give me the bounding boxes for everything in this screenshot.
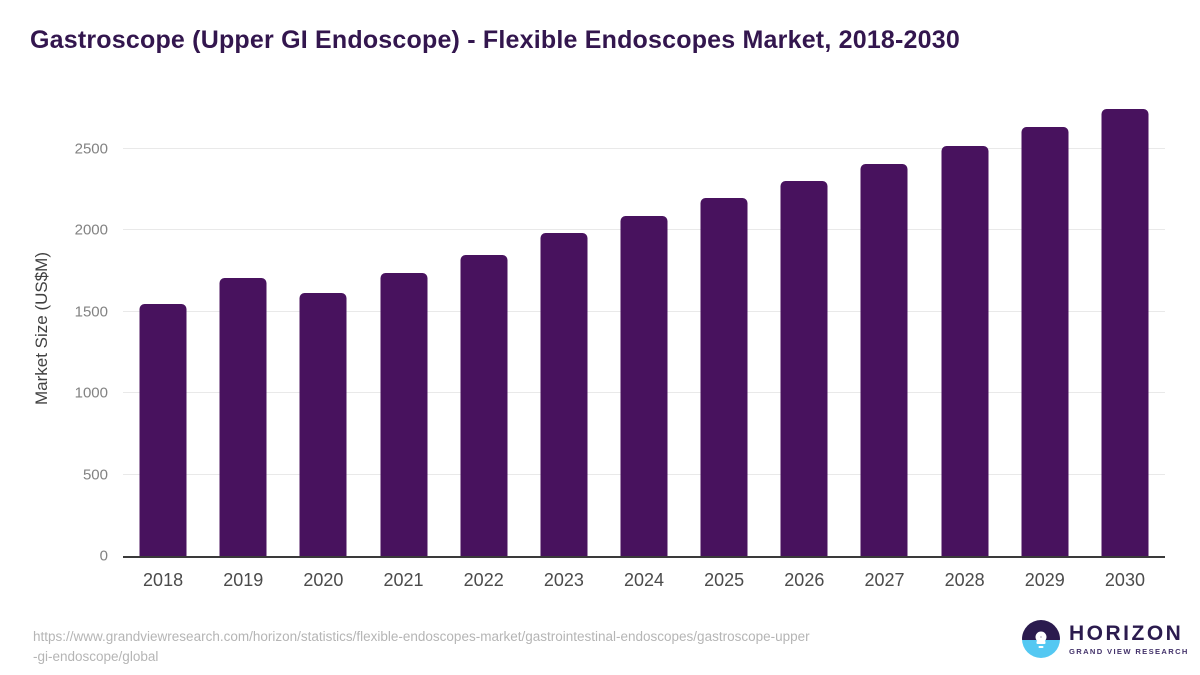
plot-area: 0 500 1000 1500 2000 2500 2018 2019 2020 2021 202…	[75, 100, 1165, 590]
x-tick-label-2023: 2023	[543, 570, 584, 590]
bar-slot-2020: 2020	[283, 100, 363, 590]
bar-slot-2025: 2025	[684, 100, 764, 590]
bar-slot-2028: 2028	[925, 100, 1005, 590]
y-tick-label-2000: 2000	[74, 221, 108, 239]
bar-2023	[540, 232, 588, 556]
bar-slot-2024: 2024	[604, 100, 684, 590]
bar-2019	[219, 277, 267, 556]
x-tick-label-2029: 2029	[1024, 570, 1065, 590]
bar-slot-2027: 2027	[844, 100, 924, 590]
logo-subtitle: GRAND VIEW RESEARCH	[1069, 646, 1189, 656]
bar-2026	[780, 181, 828, 556]
logo-name: HORIZON	[1069, 621, 1184, 645]
x-tick-label-2027: 2027	[864, 570, 905, 590]
gridline-2500	[123, 147, 1165, 149]
bar-2022	[460, 254, 508, 556]
bar-2029	[1021, 126, 1069, 556]
sunset-ring-icon	[1035, 631, 1047, 643]
bar-row: 2018 2019 2020 2021 2022 2023 2024 2025 2026 2027…	[123, 100, 1165, 590]
chart-title: Gastroscope (Upper GI Endoscope) - Flexi…	[30, 26, 960, 54]
horizon-logo-icon	[1022, 620, 1060, 658]
horizon-logo: HORIZON GRAND VIEW RESEARCH	[1022, 620, 1189, 658]
x-tick-label-2018: 2018	[143, 570, 184, 590]
x-tick-label-2025: 2025	[704, 570, 745, 590]
bar-2025	[700, 197, 748, 556]
x-tick-label-2022: 2022	[463, 570, 504, 590]
y-tick-label-500: 500	[82, 466, 108, 484]
bar-slot-2030: 2030	[1085, 100, 1165, 590]
bar-slot-2022: 2022	[444, 100, 524, 590]
source-url-line2: -gi-endoscope/global	[33, 649, 159, 664]
bar-2018	[139, 303, 187, 556]
bar-slot-2019: 2019	[203, 100, 283, 590]
source-url-line1: https://www.grandviewresearch.com/horizo…	[33, 629, 810, 644]
bar-2021	[380, 273, 428, 556]
y-axis-title: Market Size (US$M)	[32, 252, 51, 406]
source-url: https://www.grandviewresearch.com/horizo…	[33, 627, 810, 667]
x-tick-label-2026: 2026	[784, 570, 825, 590]
bar-slot-2026: 2026	[764, 100, 844, 590]
water-reflection-dash	[1038, 646, 1044, 648]
y-tick-label-1000: 1000	[74, 384, 108, 402]
x-tick-label-2021: 2021	[383, 570, 424, 590]
x-tick-label-2024: 2024	[623, 570, 665, 590]
y-tick-label-0: 0	[99, 547, 108, 565]
bar-slot-2029: 2029	[1005, 100, 1085, 590]
bar-slot-2023: 2023	[524, 100, 604, 590]
y-axis-title-wrap: Market Size (US$M)	[30, 100, 54, 558]
x-tick-label-2020: 2020	[303, 570, 344, 590]
bar-2020	[299, 293, 347, 556]
x-tick-label-2030: 2030	[1104, 570, 1145, 590]
y-tick-label-2500: 2500	[74, 140, 108, 158]
x-tick-label-2019: 2019	[223, 570, 264, 590]
bar-2027	[860, 163, 908, 556]
logo-text: HORIZON GRAND VIEW RESEARCH	[1069, 623, 1189, 656]
bar-slot-2018: 2018	[123, 100, 203, 590]
bar-2030	[1101, 108, 1149, 556]
y-tick-label-1500: 1500	[74, 303, 108, 321]
water-reflection-dash	[1036, 641, 1046, 644]
bar-2024	[620, 215, 668, 556]
bar-2028	[941, 145, 989, 556]
x-tick-label-2028: 2028	[944, 570, 985, 590]
bar-slot-2021: 2021	[363, 100, 443, 590]
